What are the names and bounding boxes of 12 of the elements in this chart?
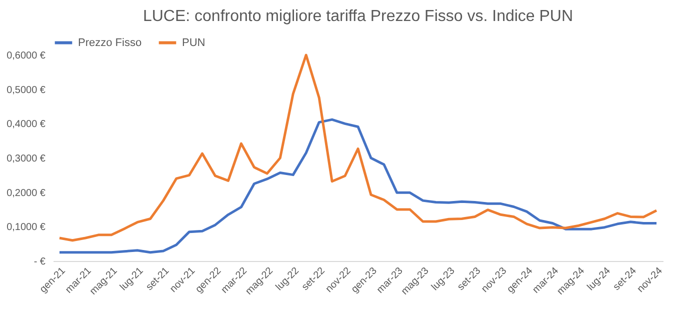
- line-series: [58, 118, 658, 254]
- line-series: [58, 54, 658, 242]
- y-tick-label: 0,5000 €: [6, 84, 46, 96]
- y-tick-label: 0,6000 €: [6, 50, 46, 62]
- y-tick-label: 0,1000 €: [6, 222, 46, 234]
- legend-label: PUN: [182, 36, 206, 49]
- chart-title: LUCE: confronto migliore tariffa Prezzo Fisso vs. Indice PUN: [142, 8, 574, 25]
- y-tick-label: 0,3000 €: [6, 154, 46, 164]
- legend-label: Prezzo Fisso: [78, 36, 142, 49]
- y-tick-label: 0,2000 €: [6, 188, 46, 199]
- y-tick-label: - €: [34, 256, 46, 268]
- y-tick-label: 0,4000 €: [6, 119, 46, 130]
